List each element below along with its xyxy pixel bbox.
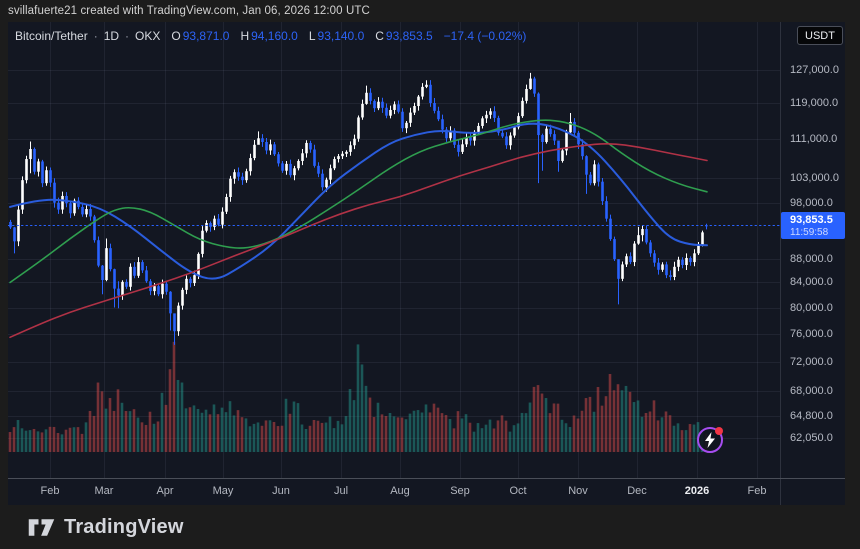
- price-axis-label: 68,000.0: [790, 385, 833, 398]
- axis-separator-horizontal: [8, 478, 845, 479]
- time-axis-label: Mar: [94, 485, 114, 497]
- low-label: L: [308, 29, 316, 43]
- close-label: C: [375, 29, 384, 43]
- price-axis-label: 62,050.0: [790, 432, 833, 445]
- notification-dot: [715, 427, 723, 435]
- time-axis-label: Jun: [272, 485, 290, 497]
- chart-area: Bitcoin/Tether · 1D · OKX O 93,871.0 H 9…: [8, 22, 845, 505]
- price-axis-label: 119,000.0: [790, 97, 839, 110]
- time-axis-label: Feb: [747, 485, 767, 497]
- high-label: H: [240, 29, 250, 43]
- chart-canvas[interactable]: [8, 22, 780, 478]
- time-axis-label: Nov: [568, 485, 588, 497]
- low-value: 93,140.0: [317, 29, 365, 43]
- time-axis-label: Aug: [390, 485, 410, 497]
- high-readout: H 94,160.0: [240, 29, 297, 43]
- axis-separator-vertical: [780, 22, 781, 505]
- price-axis-label: 127,000.0: [790, 64, 839, 76]
- flash-ideas-button[interactable]: [697, 427, 723, 453]
- time-axis-label: Jul: [333, 485, 349, 497]
- open-label: O: [171, 29, 181, 43]
- time-axis-label: Sep: [450, 485, 470, 497]
- high-value: 94,160.0: [251, 29, 298, 43]
- legend-separator: ·: [93, 29, 98, 43]
- close-readout: C 93,853.5: [375, 29, 432, 43]
- bar-countdown: 11:59:58: [790, 226, 829, 238]
- time-axis-label: Feb: [40, 485, 60, 497]
- open-readout: O 93,871.0: [171, 29, 229, 43]
- price-axis[interactable]: USDT 93,853.5 11:59:58 127,000.0 119,000.…: [781, 22, 845, 478]
- price-axis-label: 80,000.0: [790, 301, 833, 314]
- chart-legend[interactable]: Bitcoin/Tether · 1D · OKX O 93,871.0 H 9…: [15, 28, 526, 44]
- open-value: 93,871.0: [182, 29, 230, 43]
- tradingview-logo-text[interactable]: TradingView: [64, 515, 184, 538]
- time-axis-label: Dec: [627, 485, 647, 497]
- close-value: 93,853.5: [385, 29, 433, 43]
- price-axis-label: 98,000.0: [790, 197, 833, 210]
- lightning-icon: [705, 432, 715, 448]
- price-axis-label: 88,000.0: [790, 252, 833, 265]
- symbol-name: Bitcoin/Tether: [15, 29, 88, 43]
- price-axis-label: 111,000.0: [790, 133, 838, 146]
- time-axis-label: Apr: [156, 485, 174, 497]
- exchange-label: OKX: [135, 29, 161, 43]
- legend-separator: ·: [125, 29, 130, 43]
- last-price-badge: 93,853.5 11:59:58: [781, 212, 845, 240]
- price-axis-label: 72,000.0: [790, 355, 833, 368]
- change-value: −17.4 (−0.02%): [443, 29, 527, 43]
- last-price-value: 93,853.5: [790, 213, 833, 226]
- low-readout: L 93,140.0: [309, 29, 364, 43]
- time-axis[interactable]: Feb Mar Apr May Jun Jul Aug Sep Oct Nov Dec 2026 Feb: [8, 479, 845, 505]
- attribution-text: svillafuerte21 created with TradingView.…: [8, 5, 370, 17]
- time-axis-label: 2026: [684, 485, 710, 497]
- attribution-bar: svillafuerte21 created with TradingView.…: [0, 0, 860, 22]
- tradingview-logo-icon[interactable]: [28, 517, 55, 538]
- time-axis-label: Oct: [509, 485, 527, 497]
- time-axis-label: May: [212, 485, 234, 497]
- price-axis-label: 64,800.0: [790, 409, 833, 422]
- price-axis-label: 103,000.0: [790, 171, 839, 184]
- timeframe-label: 1D: [103, 29, 120, 43]
- currency-toggle-button[interactable]: USDT: [797, 26, 843, 45]
- footer-bar: TradingView: [0, 505, 860, 549]
- price-axis-label: 84,000.0: [790, 276, 833, 289]
- price-axis-label: 76,000.0: [790, 327, 833, 340]
